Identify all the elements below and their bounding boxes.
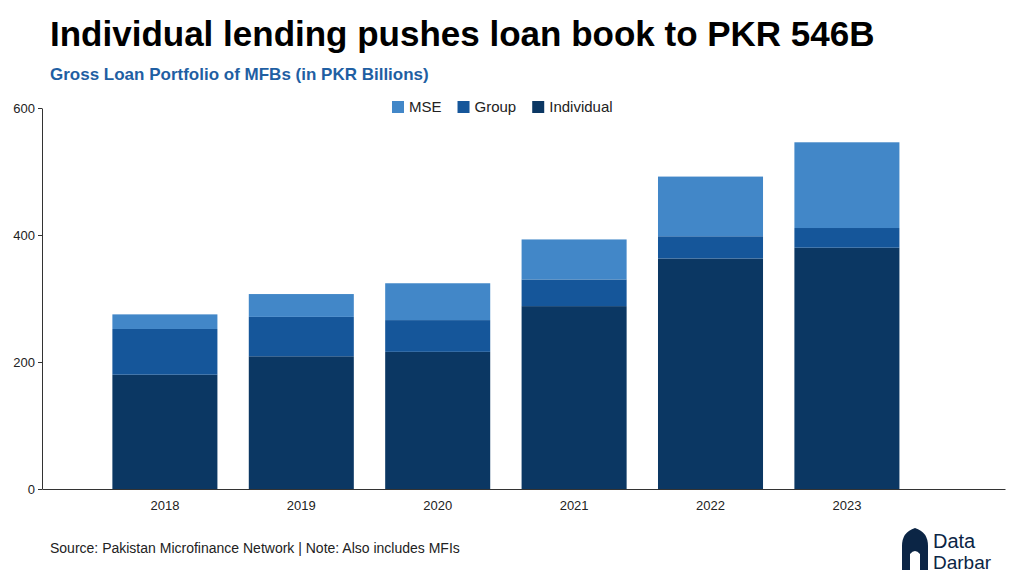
legend-item: MSE (392, 98, 442, 115)
bar-segment (794, 248, 899, 489)
x-tick-label: 2023 (832, 498, 861, 513)
legend-label: Group (475, 98, 517, 115)
bar-segment (249, 294, 354, 317)
x-tick: 2021 (560, 489, 589, 513)
bar-segment (658, 258, 763, 489)
bar-segment (385, 320, 490, 352)
bar-segment (658, 177, 763, 237)
legend-item: Individual (532, 98, 612, 115)
bar-segment (794, 228, 899, 248)
y-tick: 400 (13, 228, 42, 243)
x-tick-label: 2021 (560, 498, 589, 513)
logo-text: Data (933, 530, 976, 552)
bar-segment (385, 352, 490, 489)
bar-segment (794, 142, 899, 228)
x-tick: 2022 (696, 489, 725, 513)
x-tick: 2020 (423, 489, 452, 513)
y-tick-label: 0 (28, 482, 35, 497)
x-axis-line (43, 489, 1006, 490)
bar-segment (522, 279, 627, 306)
bar-segment (112, 329, 217, 375)
bars (112, 142, 899, 489)
logo-icon (902, 528, 928, 570)
logo-text: Darbar (933, 552, 992, 573)
y-axis-line (42, 109, 43, 490)
legend-label: Individual (549, 98, 612, 115)
bar-segment (385, 283, 490, 320)
x-tick-label: 2018 (150, 498, 179, 513)
y-tick-label: 600 (13, 101, 35, 116)
legend-label: MSE (409, 98, 442, 115)
y-tick: 600 (13, 101, 42, 116)
source: Source: Pakistan Microfinance Network | … (50, 540, 460, 556)
y-tick-mark (38, 108, 42, 109)
x-axis: 2018 2019 2020 2021 2022 2023 (43, 489, 1006, 513)
y-tick: 200 (13, 355, 42, 370)
y-tick-mark (38, 489, 42, 490)
legend-swatch (532, 101, 544, 113)
y-tick-label: 400 (13, 228, 35, 243)
legend: MSE Group Individual (392, 98, 613, 115)
y-tick: 0 (28, 482, 42, 497)
bar-segment (112, 314, 217, 329)
series-1 (112, 228, 899, 375)
x-tick: 2018 (150, 489, 179, 513)
bar-segment (249, 356, 354, 489)
y-tick-label: 200 (13, 355, 35, 370)
chart: Individual lending pushes loan book to P… (0, 0, 1024, 576)
legend-swatch (458, 101, 470, 113)
y-tick-mark (38, 362, 42, 363)
bar-segment (249, 317, 354, 356)
title: Individual lending pushes loan book to P… (50, 14, 875, 53)
x-tick-label: 2022 (696, 498, 725, 513)
x-tick: 2019 (287, 489, 316, 513)
x-tick-label: 2020 (423, 498, 452, 513)
bar-segment (112, 375, 217, 489)
legend-swatch (392, 101, 404, 113)
series-0 (112, 142, 899, 329)
bar-segment (522, 306, 627, 489)
x-tick-label: 2019 (287, 498, 316, 513)
bar-segment (658, 236, 763, 258)
x-tick: 2023 (832, 489, 861, 513)
y-axis: 0 200 400 600 (13, 101, 42, 497)
bar-segment (522, 239, 627, 279)
legend-item: Group (458, 98, 517, 115)
y-tick-mark (38, 235, 42, 236)
logo: DataDarbar (902, 528, 992, 573)
subtitle: Gross Loan Portfolio of MFBs (in PKR Bil… (50, 65, 429, 84)
series-2 (112, 248, 899, 489)
